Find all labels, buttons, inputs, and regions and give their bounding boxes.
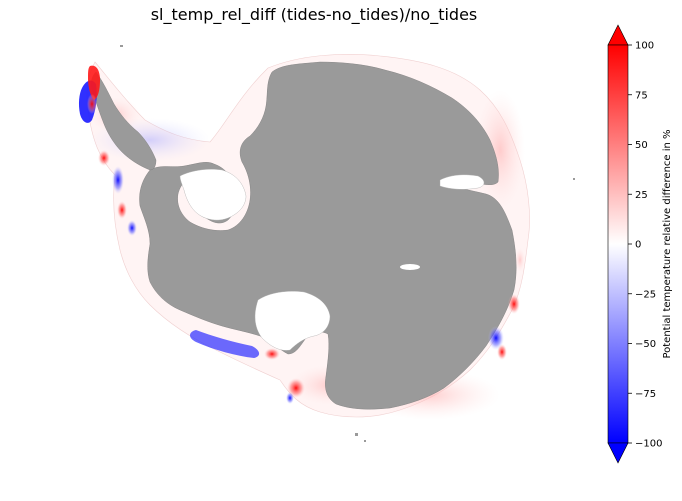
colorbar-tick-label: 75 (635, 90, 648, 101)
anomaly-red-ross-1 (264, 348, 280, 360)
colorbar-tick-label: 100 (635, 41, 654, 52)
colorbar-tick-label: −100 (635, 439, 662, 450)
island (364, 440, 366, 442)
colorbar-gradient (607, 44, 629, 444)
island (573, 178, 575, 180)
anomaly-blue-amundsen (127, 220, 137, 236)
anomaly-red-peninsula (88, 65, 100, 100)
colorbar-tick-label: 50 (635, 140, 648, 151)
anomaly-blue-east-1 (488, 326, 504, 350)
inland-lake (400, 264, 420, 270)
colorbar-tick-label: −75 (635, 389, 656, 400)
anomaly-red-amundsen (117, 201, 127, 219)
map-area (78, 45, 575, 442)
colorbar-tick-label: −25 (635, 289, 656, 300)
colorbar-tick-label: 0 (635, 240, 641, 251)
plot-title: sl_temp_rel_diff (tides-no_tides)/no_tid… (151, 5, 478, 25)
filchner-ronne-ice-shelf (179, 169, 247, 221)
island (355, 433, 358, 436)
island (120, 45, 123, 47)
colorbar-label: Potential temperature relative differenc… (662, 129, 673, 358)
amery-ice-shelf (439, 174, 485, 190)
colorbar-extend-max (607, 24, 629, 46)
anomaly-blue-ross-2 (286, 392, 294, 404)
colorbar-tick-label: −50 (635, 339, 656, 350)
anomaly-red-east-2 (497, 344, 507, 360)
anomaly-red-bellingshausen (98, 150, 110, 166)
colorbar-tick-label: 25 (635, 190, 648, 201)
ross-ice-shelf (254, 291, 331, 351)
anomaly-red-east-1 (508, 294, 520, 314)
anomaly-blue-bellingshausen (112, 166, 124, 194)
anomaly-red-east-3 (515, 248, 525, 272)
colorbar-extend-min (607, 442, 629, 464)
colorbar: 100 75 50 25 0 −25 −50 −75 −100 Potential temper… (607, 24, 673, 464)
anomaly-red-peninsula-2 (87, 94, 97, 114)
anomaly-blue-ross (190, 330, 260, 358)
colorbar-ticks: 100 75 50 25 0 −25 −50 −75 −100 (628, 41, 662, 450)
